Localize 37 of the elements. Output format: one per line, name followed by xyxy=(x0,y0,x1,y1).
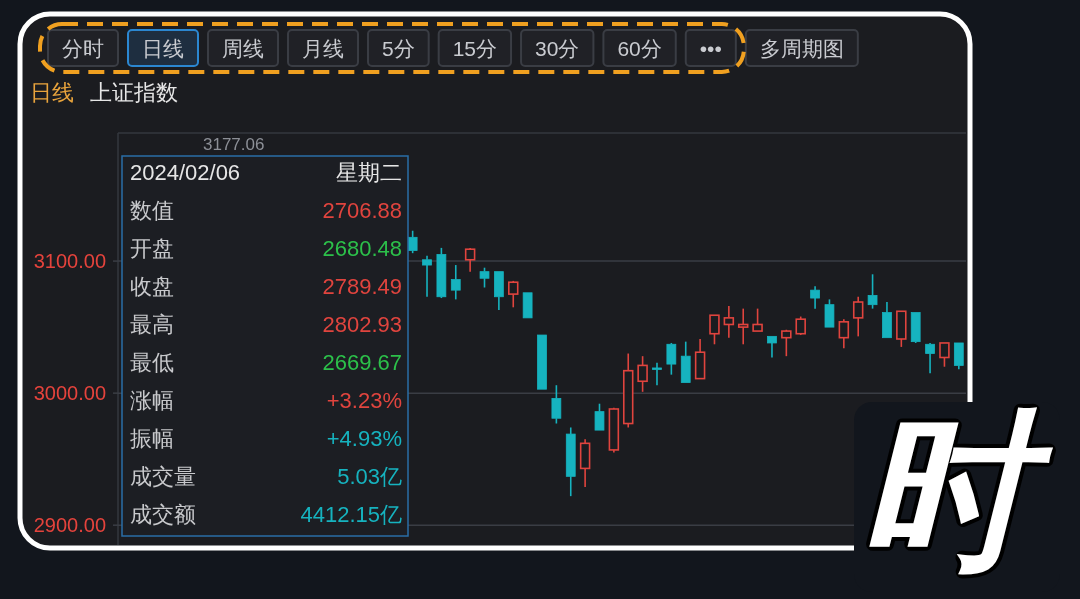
text: 2802.93 xyxy=(322,312,402,337)
text: 2669.67 xyxy=(322,350,402,375)
text: 2706.88 xyxy=(322,198,402,223)
category-label: 30分 xyxy=(535,37,580,60)
chart-subtitle: 日线 xyxy=(30,80,74,105)
category-label: 60分 xyxy=(617,37,662,60)
category-label: 成交额 xyxy=(130,502,196,527)
category-label: 开盘 xyxy=(130,236,174,261)
category-label: 涨幅 xyxy=(130,388,174,413)
text: 2680.48 xyxy=(322,236,402,261)
category-label: 日线 xyxy=(142,37,184,60)
text: 5.03亿 xyxy=(337,464,402,489)
category-label: 最高 xyxy=(130,312,174,337)
category-label: 最低 xyxy=(130,350,174,375)
text: 2024/02/06 xyxy=(130,160,241,185)
category-label: 月线 xyxy=(302,37,344,60)
text: 时 xyxy=(860,396,1054,586)
y-tick-label: 2900.00 xyxy=(33,514,106,537)
category-label: 振幅 xyxy=(130,426,174,451)
category-label: 成交量 xyxy=(130,464,196,489)
text: +4.93% xyxy=(326,426,402,451)
text: 星期二 xyxy=(336,160,402,185)
text: +3.23% xyxy=(326,388,402,413)
category-label: 5分 xyxy=(382,37,415,60)
annotation: 3177.06 xyxy=(203,135,265,154)
category-label: 收盘 xyxy=(130,274,174,299)
category-label: ••• xyxy=(699,37,722,60)
y-tick-label: 3100.00 xyxy=(33,250,106,273)
category-label: 多周期图 xyxy=(759,37,844,60)
category-label: 15分 xyxy=(452,37,498,60)
y-tick-label: 3000.00 xyxy=(33,382,106,405)
text: 2789.49 xyxy=(322,274,402,299)
chart-title: 上证指数 xyxy=(90,80,178,105)
text: 4412.15亿 xyxy=(300,502,402,527)
category-label: 周线 xyxy=(222,37,264,60)
category-label: 分时 xyxy=(62,37,104,60)
category-label: 数值 xyxy=(130,198,174,223)
